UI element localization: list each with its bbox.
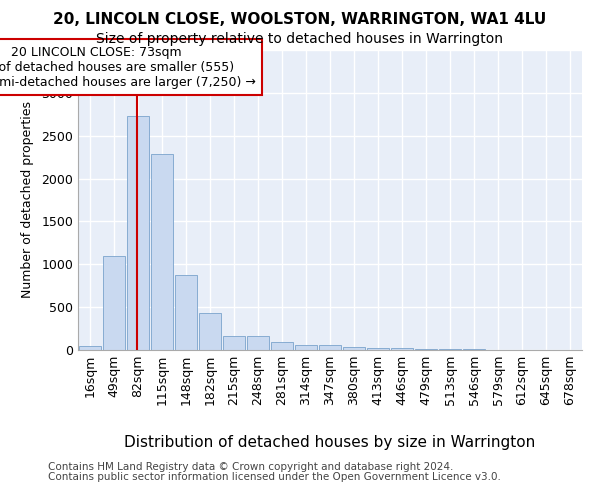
Bar: [295, 345, 317, 350]
Bar: [199, 313, 221, 350]
Bar: [127, 116, 149, 350]
Text: Distribution of detached houses by size in Warrington: Distribution of detached houses by size …: [124, 435, 536, 450]
Text: Contains HM Land Registry data © Crown copyright and database right 2024.: Contains HM Land Registry data © Crown c…: [48, 462, 454, 472]
Bar: [439, 349, 461, 350]
Bar: [319, 346, 341, 350]
Bar: [415, 348, 437, 350]
Bar: [343, 346, 365, 350]
Bar: [391, 348, 413, 350]
Bar: [367, 348, 389, 350]
Y-axis label: Number of detached properties: Number of detached properties: [22, 102, 34, 298]
Bar: [175, 276, 197, 350]
Text: 20, LINCOLN CLOSE, WOOLSTON, WARRINGTON, WA1 4LU: 20, LINCOLN CLOSE, WOOLSTON, WARRINGTON,…: [53, 12, 547, 28]
Bar: [247, 336, 269, 350]
Bar: [103, 256, 125, 350]
Bar: [151, 154, 173, 350]
Bar: [223, 336, 245, 350]
Bar: [271, 342, 293, 350]
Text: Contains public sector information licensed under the Open Government Licence v3: Contains public sector information licen…: [48, 472, 501, 482]
Text: 20 LINCOLN CLOSE: 73sqm
← 7% of detached houses are smaller (555)
92% of semi-de: 20 LINCOLN CLOSE: 73sqm ← 7% of detached…: [0, 46, 256, 88]
Bar: [79, 346, 101, 350]
Text: Size of property relative to detached houses in Warrington: Size of property relative to detached ho…: [97, 32, 503, 46]
